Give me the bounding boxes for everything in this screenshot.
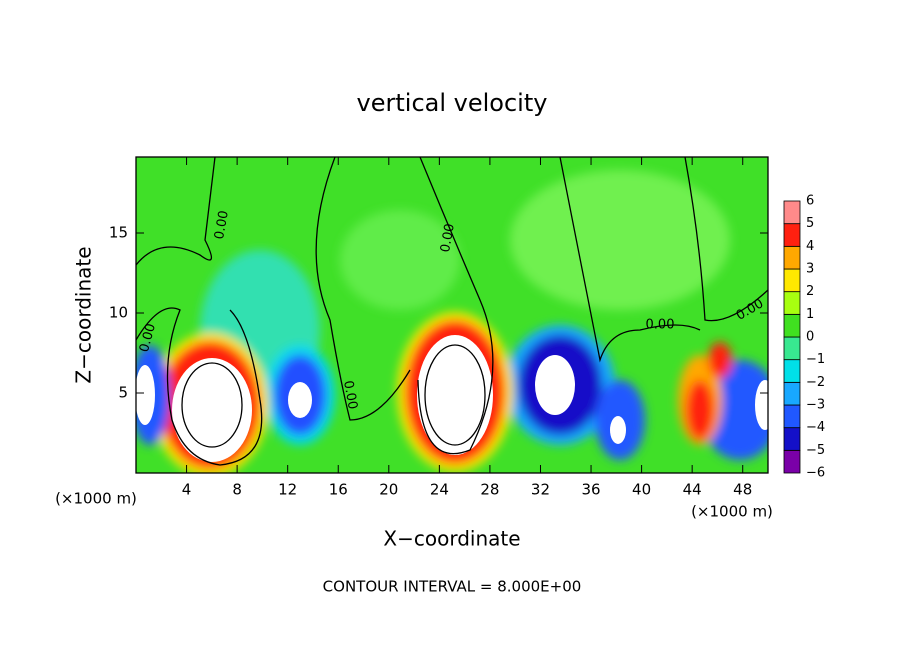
x-tick-label: 8 bbox=[232, 481, 242, 499]
x-unit: (×1000 m) bbox=[55, 490, 137, 508]
colorbar-label: 6 bbox=[806, 194, 814, 209]
x-tick-label: 12 bbox=[278, 481, 297, 499]
colorbar-label: 0 bbox=[806, 330, 814, 345]
x-unit: (×1000 m) bbox=[691, 503, 773, 521]
colorbar-swatch bbox=[783, 268, 801, 293]
x-tick-label: 24 bbox=[430, 481, 449, 499]
colorbar-label: −4 bbox=[806, 420, 825, 435]
colorbar-label: 5 bbox=[806, 216, 814, 231]
contour-label: 0.00 bbox=[212, 209, 232, 240]
colorbar-swatch bbox=[783, 313, 801, 338]
colorbar-swatch bbox=[783, 449, 801, 474]
colorbar-swatch bbox=[783, 245, 801, 270]
contour-label: 0.00 bbox=[438, 222, 458, 253]
contour-label: 0.00 bbox=[340, 379, 360, 410]
colorbar-label: 2 bbox=[806, 284, 814, 299]
colorbar-swatch bbox=[783, 223, 801, 247]
colorbar-swatch bbox=[783, 404, 801, 429]
y-tick-label: 15 bbox=[109, 224, 128, 242]
colorbar-swatch bbox=[783, 291, 801, 315]
y-tick-label: 10 bbox=[109, 304, 128, 322]
colorbar-label: −1 bbox=[806, 352, 825, 367]
colorbar-swatch bbox=[783, 336, 801, 361]
y-tick-label: 5 bbox=[118, 384, 128, 402]
y-axis-label: Z−coordinate bbox=[72, 246, 96, 383]
x-tick-label: 36 bbox=[581, 481, 600, 499]
x-tick-label: 16 bbox=[329, 481, 348, 499]
colorbar-label: −5 bbox=[806, 443, 825, 458]
colorbar-label: 4 bbox=[806, 239, 814, 254]
colorbar-swatch bbox=[783, 200, 801, 225]
contour-labels: 0.00 0.00 0.00 0.00 0.00 0.00 bbox=[137, 209, 766, 410]
x-tick-label: 44 bbox=[683, 481, 702, 499]
chart-title: vertical velocity bbox=[357, 89, 548, 117]
contour-label: 0.00 bbox=[137, 322, 159, 354]
x-tick-label: 48 bbox=[733, 481, 752, 499]
plot-frame bbox=[135, 156, 769, 474]
colorbar-swatch bbox=[783, 381, 801, 406]
colorbar-label: −2 bbox=[806, 375, 825, 390]
contour-label: 0.00 bbox=[646, 318, 675, 333]
footer-note: CONTOUR INTERVAL = 8.000E+00 bbox=[323, 578, 582, 596]
colorbar-label: −6 bbox=[806, 466, 825, 481]
x-tick-label: 4 bbox=[182, 481, 192, 499]
x-axis-label: X−coordinate bbox=[383, 527, 520, 551]
colorbar-swatch bbox=[783, 427, 801, 451]
x-tick-label: 40 bbox=[632, 481, 651, 499]
colorbar-swatch bbox=[783, 359, 801, 383]
x-tick-label: 28 bbox=[480, 481, 499, 499]
contour-field bbox=[136, 157, 768, 473]
colorbar-label: 3 bbox=[806, 262, 814, 277]
colorbar-label: 1 bbox=[806, 307, 814, 322]
colorbar-label: −3 bbox=[806, 398, 825, 413]
x-tick-label: 20 bbox=[379, 481, 398, 499]
x-tick-label: 32 bbox=[531, 481, 550, 499]
